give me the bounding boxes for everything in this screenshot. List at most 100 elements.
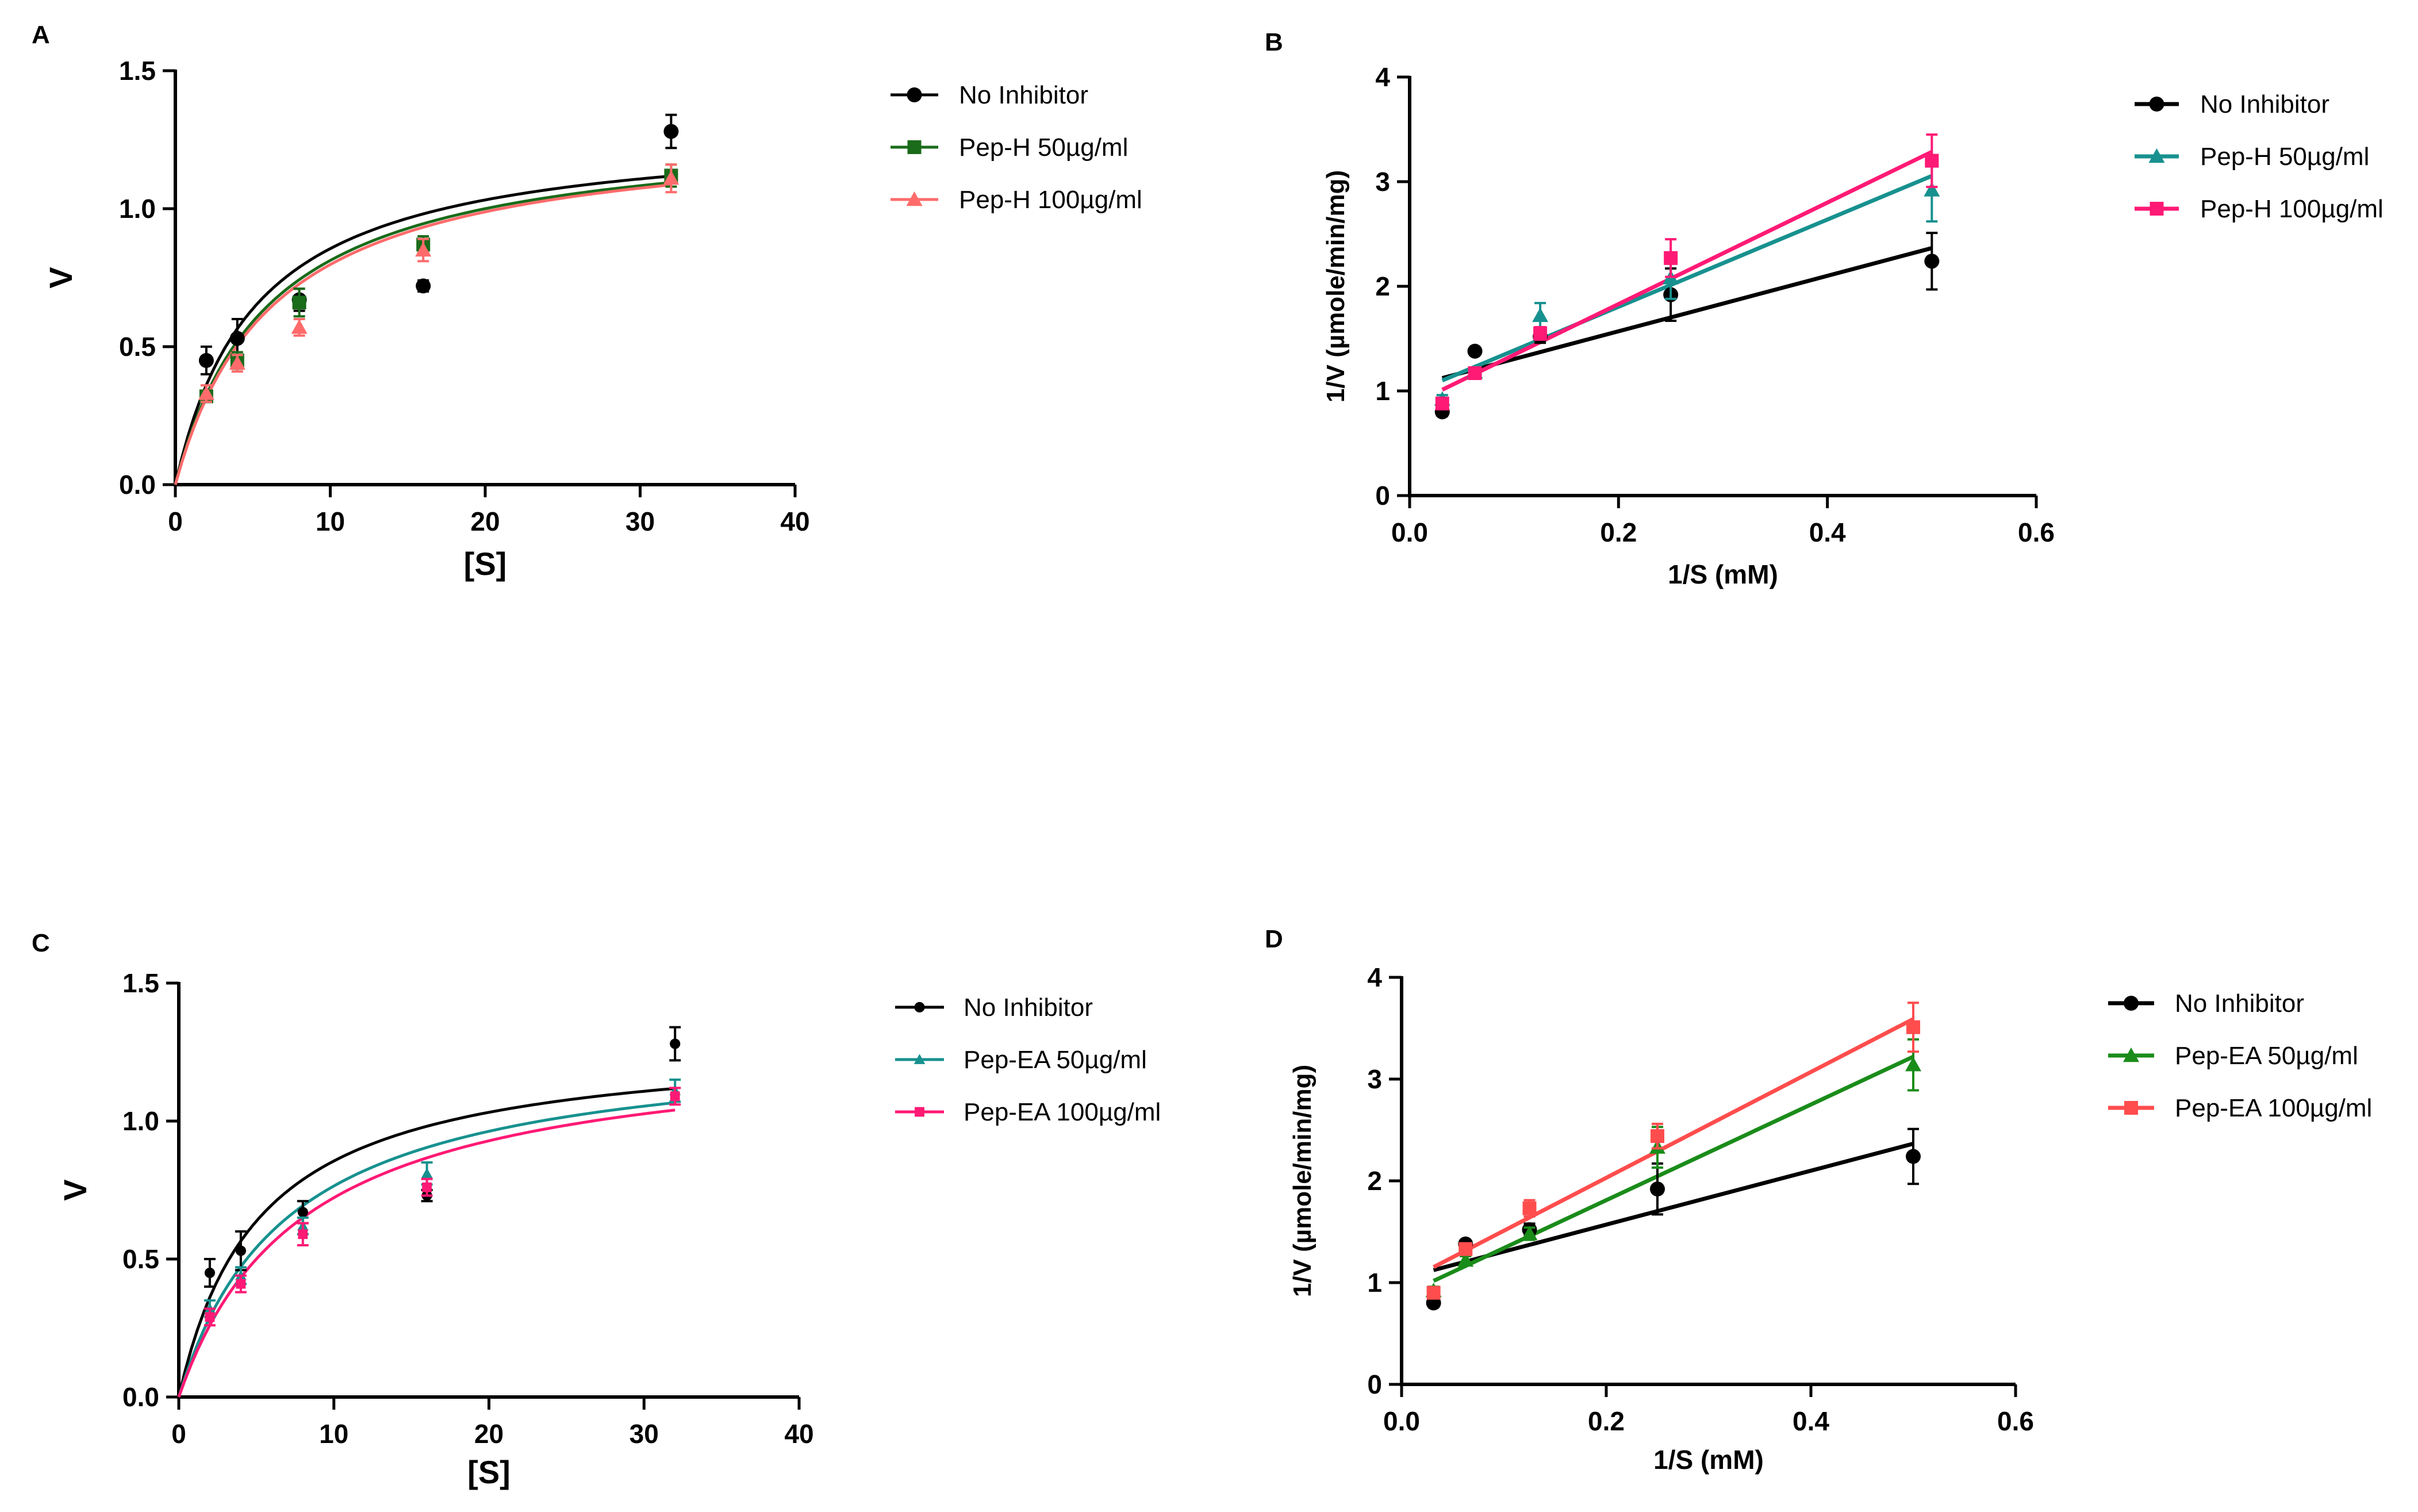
x-tick-label: 0.6 [2018,517,2055,547]
y-axis-label: 1/V (µmole/min/mg) [1322,170,1350,402]
data-point [1650,1181,1665,1197]
x-tick-label: 30 [625,506,655,536]
data-point [1522,1201,1537,1215]
legend-label: No Inhibitor [2175,989,2304,1018]
data-point [1906,1149,1921,1164]
data-point [1468,366,1482,381]
y-tick-label: 1.5 [119,56,156,86]
y-axis-label: V [43,267,79,288]
y-tick-label: 0 [1367,1369,1382,1399]
x-tick-label: 20 [470,506,500,536]
fit-line [1433,1017,1914,1269]
data-point [204,1267,216,1279]
fit-line [1433,1054,1914,1283]
data-point [1924,254,1940,269]
fit-line [174,174,671,485]
y-tick-label: 1.0 [122,1106,159,1136]
data-point [422,1182,432,1192]
data-point [235,1245,246,1256]
data-point [1906,1020,1920,1034]
legend-label: Pep-EA 100µg/ml [964,1098,1161,1126]
data-point [1651,1129,1664,1143]
y-tick-label: 2 [1375,271,1390,301]
legend-marker [2124,1101,2138,1115]
x-tick-label: 10 [319,1419,348,1449]
data-point [1435,396,1449,410]
fit-line [177,1108,675,1398]
fit-line [1441,246,1933,381]
legend-label: Pep-H 100µg/ml [959,186,1142,214]
fit-line [1433,1142,1914,1272]
data-point [663,124,679,139]
legend-label: Pep-H 50µg/ml [2200,143,2369,171]
data-point [421,1168,433,1179]
legend-marker [906,191,923,206]
fit-line [1441,174,1933,382]
legend-marker [2124,996,2139,1011]
data-point [229,331,245,346]
data-point [297,1207,308,1218]
y-tick-label: 3 [1375,167,1390,197]
data-point [292,296,306,310]
data-point [298,1229,308,1239]
data-point [198,385,214,400]
panel-b: B 0.0 0.2 0.4 0.6 0 1 2 3 4 1/S (mM) 1/V (µmole/min… [1265,28,2384,589]
x-tick-label: 0.0 [1391,517,1428,547]
x-tick-label: 30 [630,1419,659,1449]
legend-marker [914,1001,925,1013]
x-tick-label: 20 [474,1419,504,1449]
data-point [205,1312,215,1322]
y-axis-label: V [57,1179,93,1200]
y-tick-label: 0.5 [122,1244,159,1274]
x-axis-label: [S] [467,1454,511,1490]
fit-line [174,183,671,485]
data-point [1467,343,1483,359]
data-point [1664,251,1678,265]
panel-label: A [32,21,50,49]
x-tick-label: 0 [171,1419,186,1449]
data-point [291,319,308,334]
y-tick-label: 0 [1375,481,1390,511]
legend-marker [915,1107,924,1117]
data-point [415,242,432,257]
fit-line [1441,149,1933,392]
data-point [1533,326,1548,340]
y-tick-label: 2 [1367,1166,1382,1196]
data-point [1924,182,1940,197]
x-axis-label: 1/S (mM) [1653,1445,1764,1475]
data-point [416,278,431,294]
fit-line [177,1087,675,1398]
data-point [198,353,214,368]
panel-label: C [32,929,50,957]
y-tick-label: 0.5 [119,332,156,362]
data-point [670,1038,681,1049]
y-tick-label: 1.5 [122,968,159,998]
x-tick-label: 0.0 [1383,1406,1420,1436]
x-tick-label: 0.4 [1793,1406,1829,1436]
y-axis-label: 1/V (µmole/min/mg) [1288,1065,1317,1297]
legend-label: Pep-EA 100µg/ml [2175,1094,2372,1122]
data-point [1426,1285,1441,1300]
legend-label: Pep-H 50µg/ml [959,133,1128,162]
legend-label: Pep-H 100µg/ml [2200,195,2384,223]
y-tick-label: 0.0 [119,470,156,500]
y-tick-label: 4 [1375,62,1390,92]
fit-line [177,1101,675,1398]
legend-marker [2148,148,2165,163]
fit-line [174,181,671,485]
x-tick-label: 0.2 [1588,1406,1625,1436]
y-tick-label: 1.0 [119,194,156,224]
legend-label: Pep-EA 50µg/ml [2175,1042,2358,1070]
x-tick-label: 0.4 [1809,517,1846,547]
y-tick-label: 4 [1367,962,1382,992]
x-axis-label: 1/S (mM) [1668,559,1778,589]
y-tick-label: 1 [1367,1268,1382,1298]
legend-marker [2150,202,2164,216]
data-point [663,170,680,185]
x-tick-label: 0.2 [1600,517,1637,547]
panel-c: C 0 10 20 30 40 0.0 0.5 1.0 1.5 [S] V No Inhibitor Pe… [32,929,1161,1490]
legend-marker [2149,97,2164,112]
legend-marker [2123,1047,2139,1062]
data-point [236,1279,246,1289]
panel-label: D [1265,925,1283,953]
